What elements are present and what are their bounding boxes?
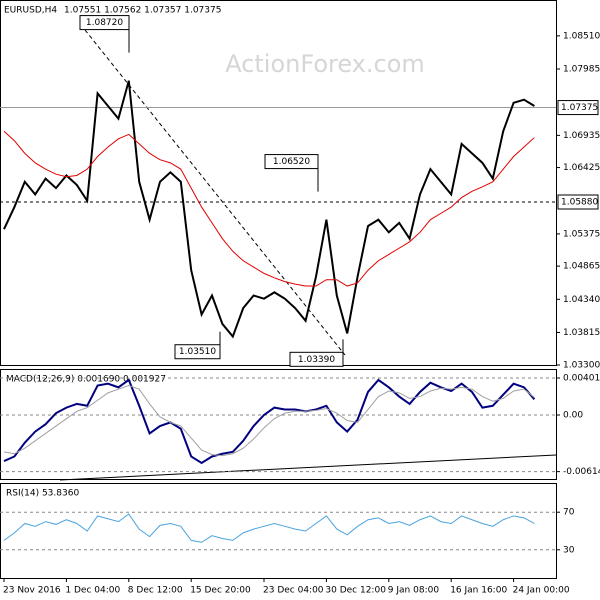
- x-tick-label: 24 Jan 00:00: [513, 586, 570, 596]
- watermark: ActionForex.com: [225, 50, 425, 78]
- level-box: [557, 194, 599, 210]
- annotation-box: [264, 154, 319, 170]
- series-line: [3, 384, 535, 457]
- ohlc: 1.07551 1.07562 1.07357 1.07375: [64, 6, 221, 16]
- y-tick-label: 1.06425: [563, 163, 600, 173]
- y-tick-label: 0.00: [563, 410, 583, 420]
- series-line: [3, 378, 536, 465]
- level-label: 1.05880: [561, 198, 598, 208]
- series-line: [3, 80, 535, 339]
- rsi-panel: [0, 483, 557, 579]
- symbol: EURUSD,H4: [4, 6, 57, 16]
- y-tick-label: 0.004011: [563, 374, 600, 384]
- macd-panel: [0, 369, 557, 480]
- y-tick-label: 1.04340: [563, 295, 600, 305]
- price-panel: [0, 0, 557, 366]
- y-tick-label: 1.06935: [563, 131, 600, 141]
- y-tick-label: 1.04865: [563, 262, 600, 272]
- annotation-box: [174, 344, 221, 360]
- x-tick-label: 9 Jan 08:00: [388, 586, 440, 596]
- y-tick-label: 1.05375: [563, 229, 600, 239]
- series-line: [3, 513, 535, 543]
- rsi-title: RSI(14) 53.8360: [6, 489, 79, 499]
- y-tick-label: 1.03815: [563, 328, 600, 338]
- series-line: [3, 130, 535, 287]
- y-tick-label: 1.03300: [563, 361, 600, 371]
- trend-line: [84, 29, 346, 356]
- y-tick-label: 30: [563, 545, 575, 555]
- annotation-label: 1.03510: [179, 347, 216, 357]
- level-label: 1.07375: [561, 103, 598, 113]
- y-tick-label: -0.006143: [563, 467, 600, 477]
- x-tick-label: 8 Dec 12:00: [128, 586, 183, 596]
- x-tick-label: 16 Jan 16:00: [450, 586, 507, 596]
- x-tick-label: 23 Dec 04:00: [263, 586, 324, 596]
- annotation-label: 1.08720: [86, 18, 123, 28]
- y-tick-label: 70: [563, 508, 575, 518]
- x-tick-label: 23 Nov 2016: [3, 586, 61, 596]
- y-tick-label: 1.08510: [563, 31, 600, 41]
- annotation-label: 1.03390: [298, 355, 335, 365]
- annotation-label: 1.06520: [273, 157, 310, 167]
- level-box: [557, 100, 599, 116]
- macd-trend-line: [59, 454, 557, 481]
- annotation-box: [289, 351, 344, 367]
- x-tick-label: 15 Dec 20:00: [190, 586, 251, 596]
- x-tick-label: 1 Dec 04:00: [65, 586, 120, 596]
- y-tick-label: 1.07985: [563, 65, 600, 75]
- macd-title: MACD(12,26,9) 0.001690 0.001927: [6, 375, 166, 385]
- annotation-box: [79, 15, 130, 31]
- x-tick-label: 30 Dec 12:00: [325, 586, 386, 596]
